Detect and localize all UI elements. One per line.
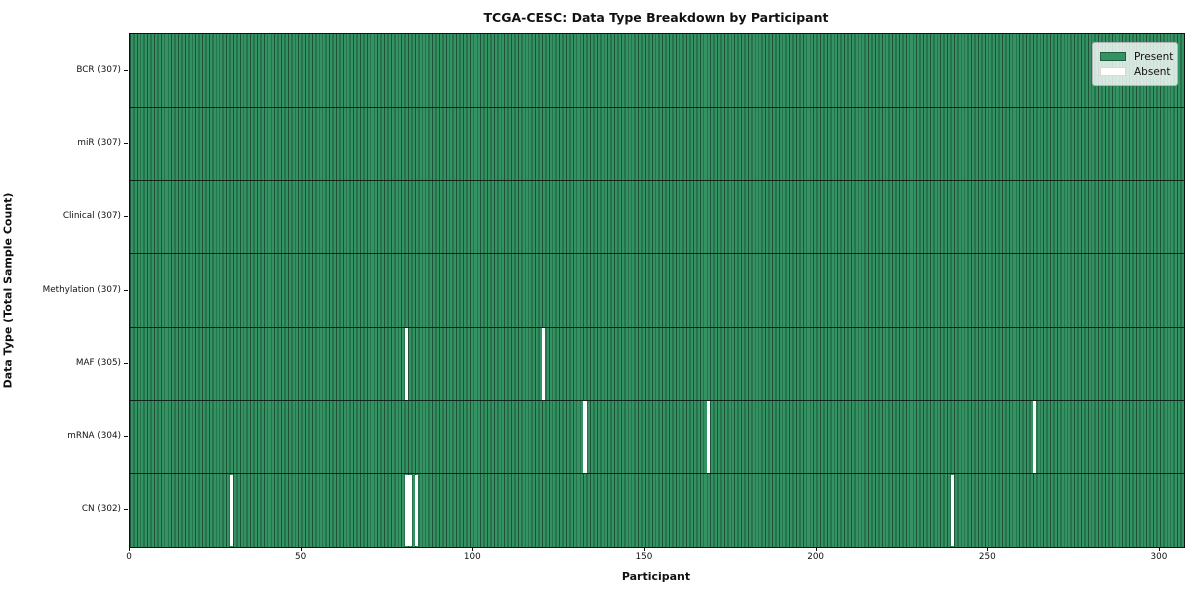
x-tick-label-200: 200 <box>807 552 825 562</box>
cell-grid-stripes <box>130 34 1184 547</box>
absent-cell-MAF-120 <box>541 327 546 400</box>
y-tick-label-mRNA: mRNA (304) <box>67 431 121 442</box>
legend-swatch-absent <box>1100 67 1126 76</box>
absent-cell-CN-81 <box>408 474 412 547</box>
chart-title: TCGA-CESC: Data Type Breakdown by Partic… <box>483 10 829 25</box>
x-tick-label-300: 300 <box>1150 552 1168 562</box>
legend-entry-absent: Absent <box>1100 64 1171 79</box>
legend-label-absent: Absent <box>1134 65 1171 78</box>
x-tick-label-250: 250 <box>978 552 996 562</box>
absent-cell-CN-83 <box>414 474 419 547</box>
y-tick-label-CN: CN (302) <box>81 504 121 515</box>
row-separator <box>130 473 1184 475</box>
legend-label-present: Present <box>1134 50 1174 63</box>
y-tick-mark-CN <box>124 509 128 511</box>
x-tick-mark-0 <box>129 547 130 551</box>
x-tick-mark-250 <box>987 547 989 551</box>
legend-swatch-present <box>1100 52 1126 61</box>
x-tick-mark-50 <box>300 547 302 551</box>
absent-cell-CN-239 <box>950 474 954 547</box>
y-tick-label-miR: miR (307) <box>77 137 121 148</box>
y-tick-mark-miR <box>124 142 128 144</box>
plot-area: Present Absent <box>129 33 1185 548</box>
y-tick-label-BCR: BCR (307) <box>76 64 121 75</box>
absent-cell-CN-29 <box>229 474 233 547</box>
y-tick-label-MAF: MAF (305) <box>75 357 121 368</box>
x-axis-label: Participant <box>621 570 691 583</box>
absent-cell-mRNA-263 <box>1032 401 1037 473</box>
row-separator <box>130 106 1184 108</box>
y-tick-label-Clinical: Clinical (307) <box>62 211 121 222</box>
row-separator <box>130 253 1184 255</box>
x-tick-label-150: 150 <box>635 552 653 562</box>
x-tick-label-50: 50 <box>295 552 307 562</box>
absent-cell-CN-80 <box>404 474 409 547</box>
x-tick-mark-200 <box>815 547 817 551</box>
row-separator <box>130 399 1184 401</box>
x-tick-label-100: 100 <box>463 552 481 562</box>
y-tick-mark-Clinical <box>124 216 128 218</box>
absent-cell-MAF-80 <box>404 327 409 400</box>
absent-cell-mRNA-168 <box>706 401 711 473</box>
x-tick-mark-300 <box>1158 547 1160 551</box>
row-separator <box>130 326 1184 328</box>
x-tick-mark-100 <box>472 547 474 551</box>
legend: Present Absent <box>1092 42 1178 86</box>
y-tick-mark-Methylation <box>124 289 128 291</box>
x-tick-mark-150 <box>643 547 645 551</box>
y-tick-label-Methylation: Methylation (307) <box>42 284 121 295</box>
row-separator <box>130 180 1184 182</box>
y-tick-mark-MAF <box>124 362 128 364</box>
legend-entry-present: Present <box>1100 49 1173 64</box>
y-tick-mark-BCR <box>124 69 128 71</box>
x-tick-label-0: 0 <box>126 552 132 562</box>
y-tick-mark-mRNA <box>124 436 128 438</box>
absent-cell-mRNA-132 <box>583 401 587 473</box>
